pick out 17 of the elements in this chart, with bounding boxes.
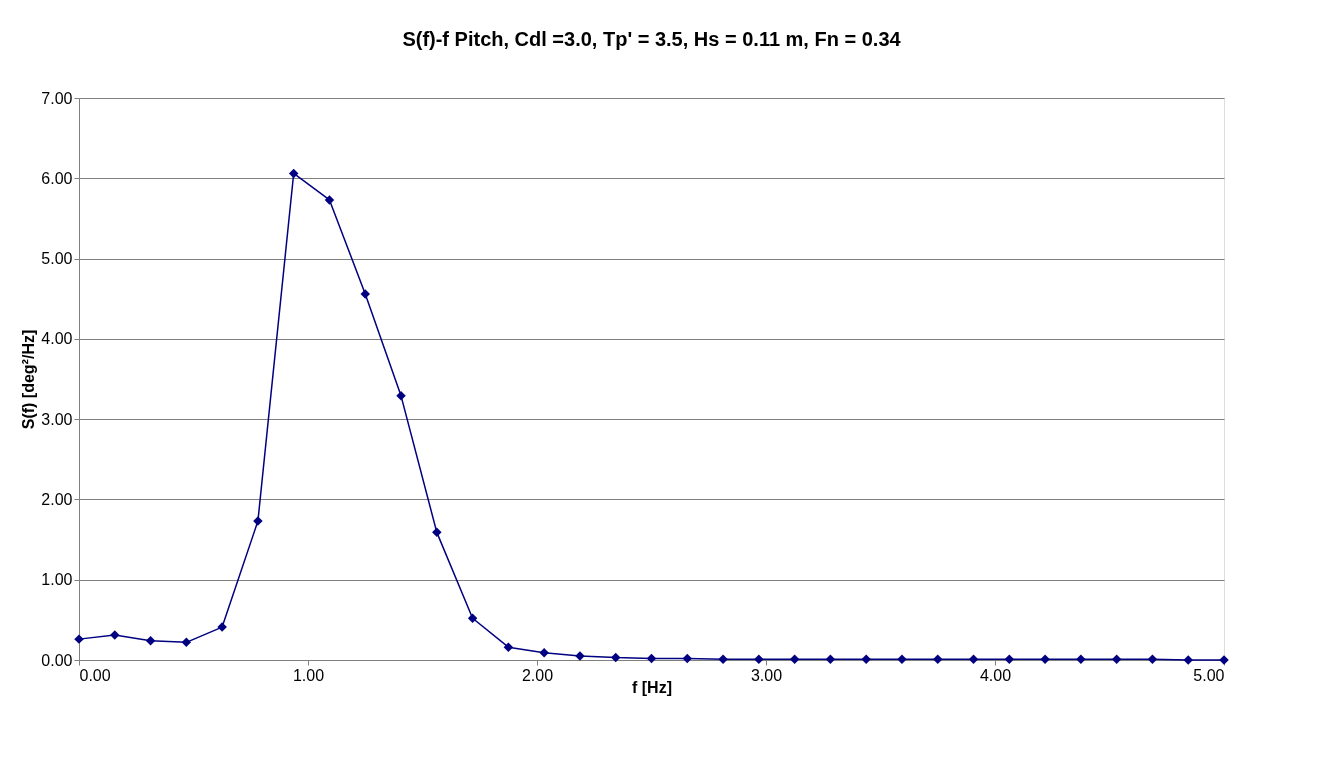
chart-title: S(f)-f Pitch, Cdl =3.0, Tp' = 3.5, Hs = 0.11 m, Fn = 0.34 bbox=[402, 28, 902, 50]
x-axis-title: f [Hz] bbox=[632, 678, 672, 696]
x-tick-label: 4.00 bbox=[979, 666, 1012, 684]
y-tick-label: 2.00 bbox=[41, 490, 73, 508]
x-tick-label: 5.00 bbox=[1193, 666, 1225, 684]
y-tick-label: 5.00 bbox=[41, 250, 73, 268]
y-tick-label: 6.00 bbox=[41, 169, 73, 187]
y-tick-label: 1.00 bbox=[41, 571, 73, 589]
x-tick-label: 3.00 bbox=[750, 666, 783, 684]
x-tick-label: 0.00 bbox=[79, 666, 111, 684]
y-tick-label: 7.00 bbox=[41, 89, 73, 107]
y-tick-label: 0.00 bbox=[41, 651, 73, 669]
x-tick-label: 2.00 bbox=[521, 666, 554, 684]
y-tick-label: 4.00 bbox=[41, 330, 73, 348]
y-axis-title: S(f) [deg²/Hz] bbox=[20, 329, 38, 430]
x-tick-label: 1.00 bbox=[292, 666, 325, 684]
y-tick-label: 3.00 bbox=[41, 410, 73, 428]
